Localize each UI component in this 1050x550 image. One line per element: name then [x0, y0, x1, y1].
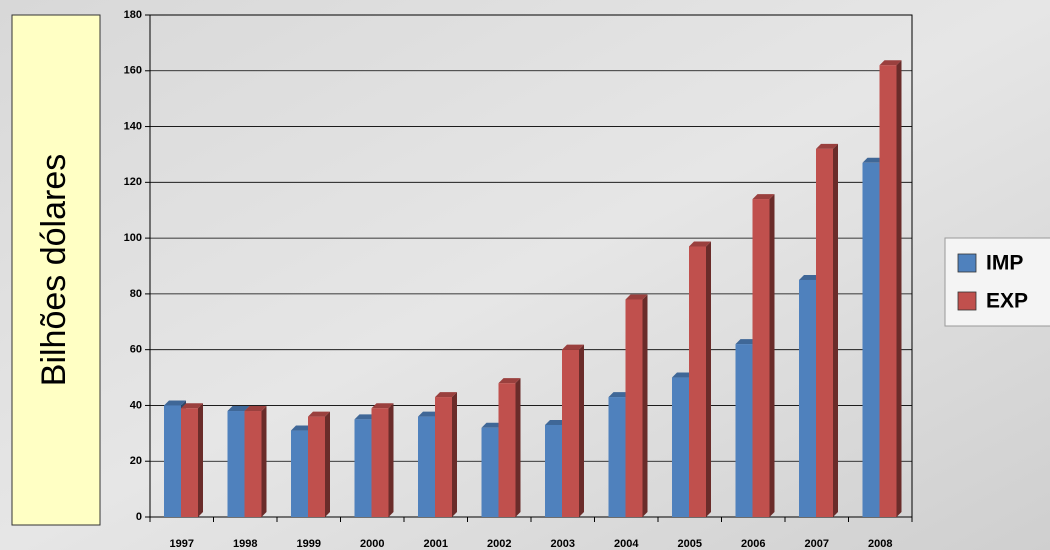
bar-top — [545, 419, 567, 425]
bar — [752, 199, 770, 518]
bar-side — [642, 294, 648, 517]
bar-top — [435, 392, 457, 398]
bar — [308, 416, 325, 517]
y-tick-label: 80 — [130, 288, 142, 300]
bar-top — [291, 425, 313, 431]
bar — [799, 279, 816, 517]
bar — [545, 424, 562, 517]
bar — [481, 427, 499, 517]
legend-swatch — [957, 253, 977, 273]
bar — [608, 397, 626, 517]
legend-label: IMP — [986, 252, 1023, 275]
x-tick-label: 2000 — [360, 538, 384, 550]
bar-side — [706, 241, 711, 517]
bar-top — [418, 411, 440, 417]
bar-side — [261, 406, 267, 517]
bar — [435, 397, 452, 517]
legend-swatch — [957, 291, 977, 311]
bar — [354, 419, 372, 517]
bar-top — [164, 400, 186, 406]
bar-top — [862, 157, 885, 163]
bar — [735, 344, 753, 517]
y-tick-label: 160 — [124, 65, 142, 77]
bar-side — [198, 403, 203, 517]
x-tick-label: 2004 — [614, 538, 639, 550]
y-tick-label: 180 — [124, 9, 142, 21]
x-tick-label: 1997 — [170, 538, 194, 550]
bar-top — [562, 344, 584, 350]
bar-top — [354, 414, 377, 420]
bar — [244, 411, 262, 517]
x-tick-label: 1999 — [297, 538, 321, 550]
y-tick-label: 140 — [124, 120, 142, 132]
x-tick-label: 2003 — [551, 538, 575, 550]
x-tick-label: 2005 — [678, 538, 702, 550]
bar-side — [579, 344, 584, 517]
bar-side — [325, 411, 330, 517]
bar — [672, 377, 689, 517]
legend-box — [944, 237, 1050, 327]
bar — [164, 405, 181, 517]
bar-top — [481, 422, 504, 428]
bar-top — [371, 403, 394, 409]
y-tick-label: 100 — [124, 232, 142, 244]
bar-top — [498, 378, 521, 384]
bar-top — [244, 406, 267, 412]
bar-top — [689, 241, 711, 247]
bar — [625, 299, 643, 517]
x-tick-label: 2006 — [741, 538, 765, 550]
bar-top — [308, 411, 330, 417]
bar-top — [608, 392, 631, 398]
y-tick-label: 20 — [130, 455, 142, 467]
bar — [227, 411, 245, 517]
x-tick-label: 2001 — [424, 538, 448, 550]
y-tick-label: 40 — [130, 399, 142, 411]
bar — [689, 246, 706, 517]
bar-side — [515, 378, 521, 517]
bar-side — [769, 194, 775, 518]
bar-top — [879, 60, 902, 66]
bar-top — [799, 274, 821, 280]
y-tick-label: 120 — [124, 176, 142, 188]
bar — [418, 416, 435, 517]
bar-top — [625, 294, 648, 300]
bar — [181, 408, 198, 517]
bar-top — [735, 339, 758, 345]
bar — [291, 430, 308, 517]
x-tick-label: 2007 — [805, 538, 829, 550]
legend-label: EXP — [986, 290, 1028, 313]
x-tick-label: 2008 — [868, 538, 892, 550]
bar-side — [452, 392, 457, 517]
bar-top — [752, 194, 775, 200]
bar — [371, 408, 389, 517]
bar — [498, 383, 516, 517]
bar — [562, 349, 579, 517]
bar-top — [816, 143, 838, 149]
bar-top — [672, 372, 694, 378]
y-label-box — [11, 14, 101, 526]
bar-top — [227, 406, 250, 412]
y-tick-label: 60 — [130, 344, 142, 356]
x-tick-label: 2002 — [487, 538, 511, 550]
bar-side — [388, 403, 394, 517]
y-tick-label: 0 — [136, 511, 142, 523]
y-axis-label: Bilhões dólares — [35, 154, 73, 386]
x-tick-label: 1998 — [233, 538, 257, 550]
bar — [879, 65, 897, 517]
bar-side — [833, 143, 838, 517]
bar-side — [896, 60, 902, 517]
bar — [862, 162, 880, 518]
bar-top — [181, 403, 203, 409]
bar — [816, 148, 833, 517]
